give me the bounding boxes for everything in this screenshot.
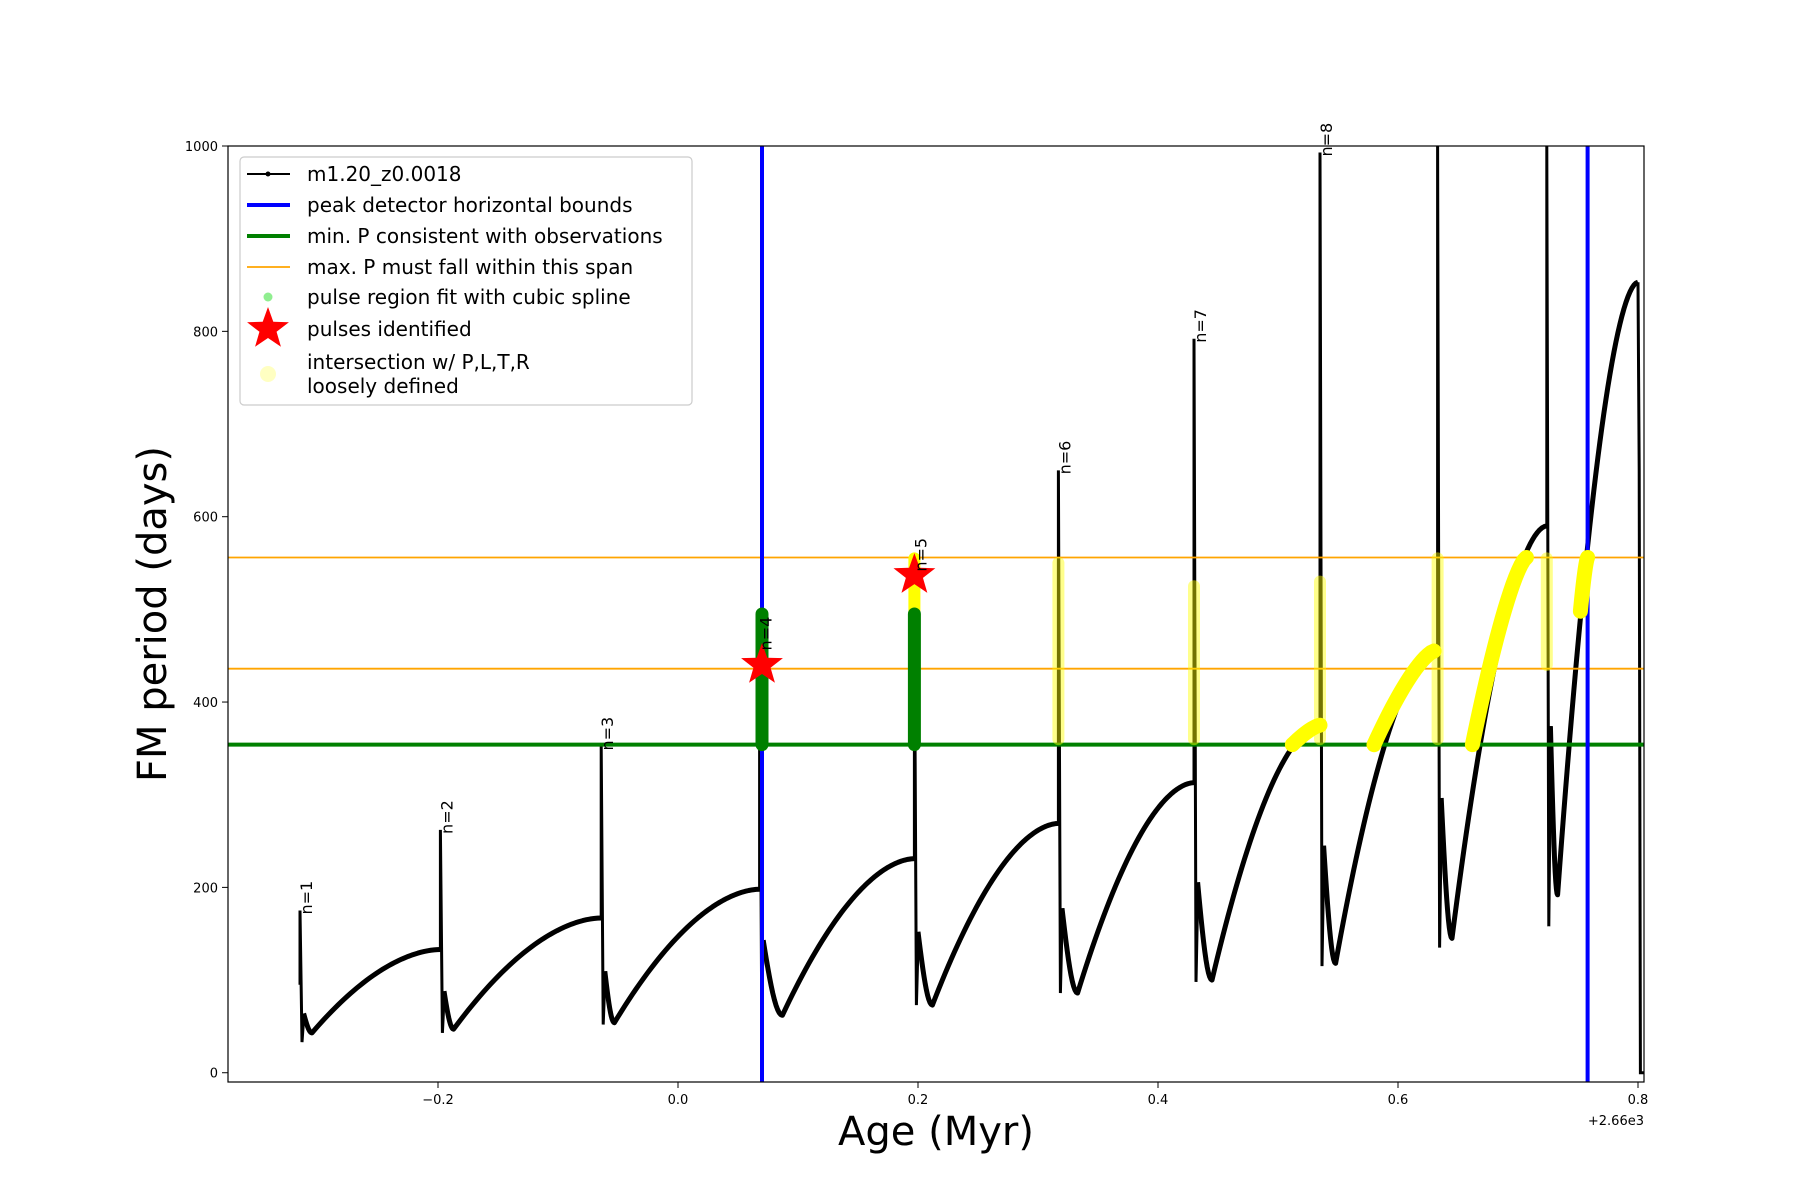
pulse-label-n5: n=5 bbox=[911, 538, 930, 572]
x-axis-offset-label: +2.66e3 bbox=[1588, 1114, 1644, 1129]
pulse-labels-layer: n=1 n=2 n=3 n=4 n=5 n=6 n=7 n=8 bbox=[297, 123, 1336, 915]
intersection-curve-2 bbox=[1366, 643, 1442, 753]
legend-key-intersection-dot bbox=[260, 366, 276, 382]
y-tick-label-4: 600 bbox=[193, 511, 218, 526]
series-cycle-4 bbox=[760, 856, 915, 1018]
pulse-label-n8: n=8 bbox=[1317, 123, 1336, 157]
series-spike-2 bbox=[438, 829, 446, 1033]
series-spike-6 bbox=[1056, 470, 1064, 994]
legend-label-4: max. P must fall within this span bbox=[307, 255, 633, 279]
x-tick-label-1: −0.2 bbox=[422, 1093, 454, 1108]
pulse-label-n2: n=2 bbox=[437, 800, 456, 834]
series-cycle-7 bbox=[1195, 722, 1321, 983]
y-tick-label-5: 800 bbox=[193, 325, 218, 340]
pulse-label-n6: n=6 bbox=[1055, 441, 1074, 475]
x-axis-title: Age (Myr) bbox=[838, 1109, 1034, 1155]
series-cycle-3 bbox=[602, 886, 760, 1026]
series-spike-7 bbox=[1192, 338, 1200, 982]
legend-key-fit-dot bbox=[263, 292, 273, 302]
legend-key-star bbox=[247, 307, 289, 347]
y-tick-label-6: 1000 bbox=[185, 140, 218, 155]
legend-label-7-line-1: intersection w/ P,L,T,R bbox=[307, 350, 530, 374]
legend-frame bbox=[239, 156, 693, 406]
pulse-identified-star-2 bbox=[893, 553, 936, 593]
axes-layer: −0.2 0.0 0.2 0.4 0.6 0.8 0 200 400 600 800 1000 bbox=[185, 140, 1648, 1108]
series-spike-1 bbox=[298, 910, 306, 1043]
pulse-label-n1: n=1 bbox=[297, 881, 316, 915]
series-cycle-6 bbox=[1059, 780, 1195, 996]
series-spike-10 bbox=[1545, 146, 1553, 927]
legend-label-5: pulse region fit with cubic spline bbox=[307, 285, 631, 309]
series-cycle-5 bbox=[915, 820, 1059, 1008]
plot-frame bbox=[227, 145, 1645, 1083]
legend-label-7-line-2: loosely defined bbox=[307, 374, 459, 398]
intersection-curve-3 bbox=[1464, 549, 1534, 753]
series-cycle-8 bbox=[1321, 645, 1438, 966]
legend-key-series-marker bbox=[265, 171, 271, 177]
pulse-identified-star-1 bbox=[741, 642, 783, 683]
y-tick-label-2: 200 bbox=[193, 881, 218, 896]
y-axis-title: FM period (days) bbox=[130, 446, 176, 782]
intersection-curve-4 bbox=[1572, 549, 1596, 619]
series-cycle-1 bbox=[301, 946, 441, 1036]
pulse-label-n3: n=3 bbox=[598, 717, 617, 751]
y-tick-label-1: 0 bbox=[210, 1067, 218, 1082]
series-spike-3 bbox=[599, 746, 607, 1025]
series-spike-9 bbox=[1436, 146, 1444, 948]
intersection-curve-1 bbox=[1284, 717, 1328, 753]
x-tick-label-5: 0.6 bbox=[1388, 1093, 1409, 1108]
series-cycle-2 bbox=[441, 915, 602, 1032]
series-spike-8 bbox=[1318, 152, 1326, 967]
y-tick-label-3: 400 bbox=[193, 696, 218, 711]
legend-label-1: m1.20_z0.0018 bbox=[307, 162, 462, 186]
markers-layer bbox=[741, 549, 1596, 753]
pulse-label-n7: n=7 bbox=[1191, 309, 1210, 343]
series-final-drop bbox=[1636, 282, 1644, 1075]
x-tick-label-3: 0.2 bbox=[908, 1093, 929, 1108]
pulse-label-n4: n=4 bbox=[757, 617, 776, 651]
series-cycle-10 bbox=[1547, 279, 1639, 898]
x-tick-label-6: 0.8 bbox=[1628, 1093, 1649, 1108]
legend-label-2: peak detector horizontal bounds bbox=[307, 193, 633, 217]
series-cycle-9 bbox=[1438, 523, 1548, 941]
legend-label-3: min. P consistent with observations bbox=[307, 224, 663, 248]
x-tick-label-4: 0.4 bbox=[1148, 1093, 1169, 1108]
x-tick-label-2: 0.0 bbox=[668, 1093, 689, 1108]
legend-label-6: pulses identified bbox=[307, 317, 472, 341]
